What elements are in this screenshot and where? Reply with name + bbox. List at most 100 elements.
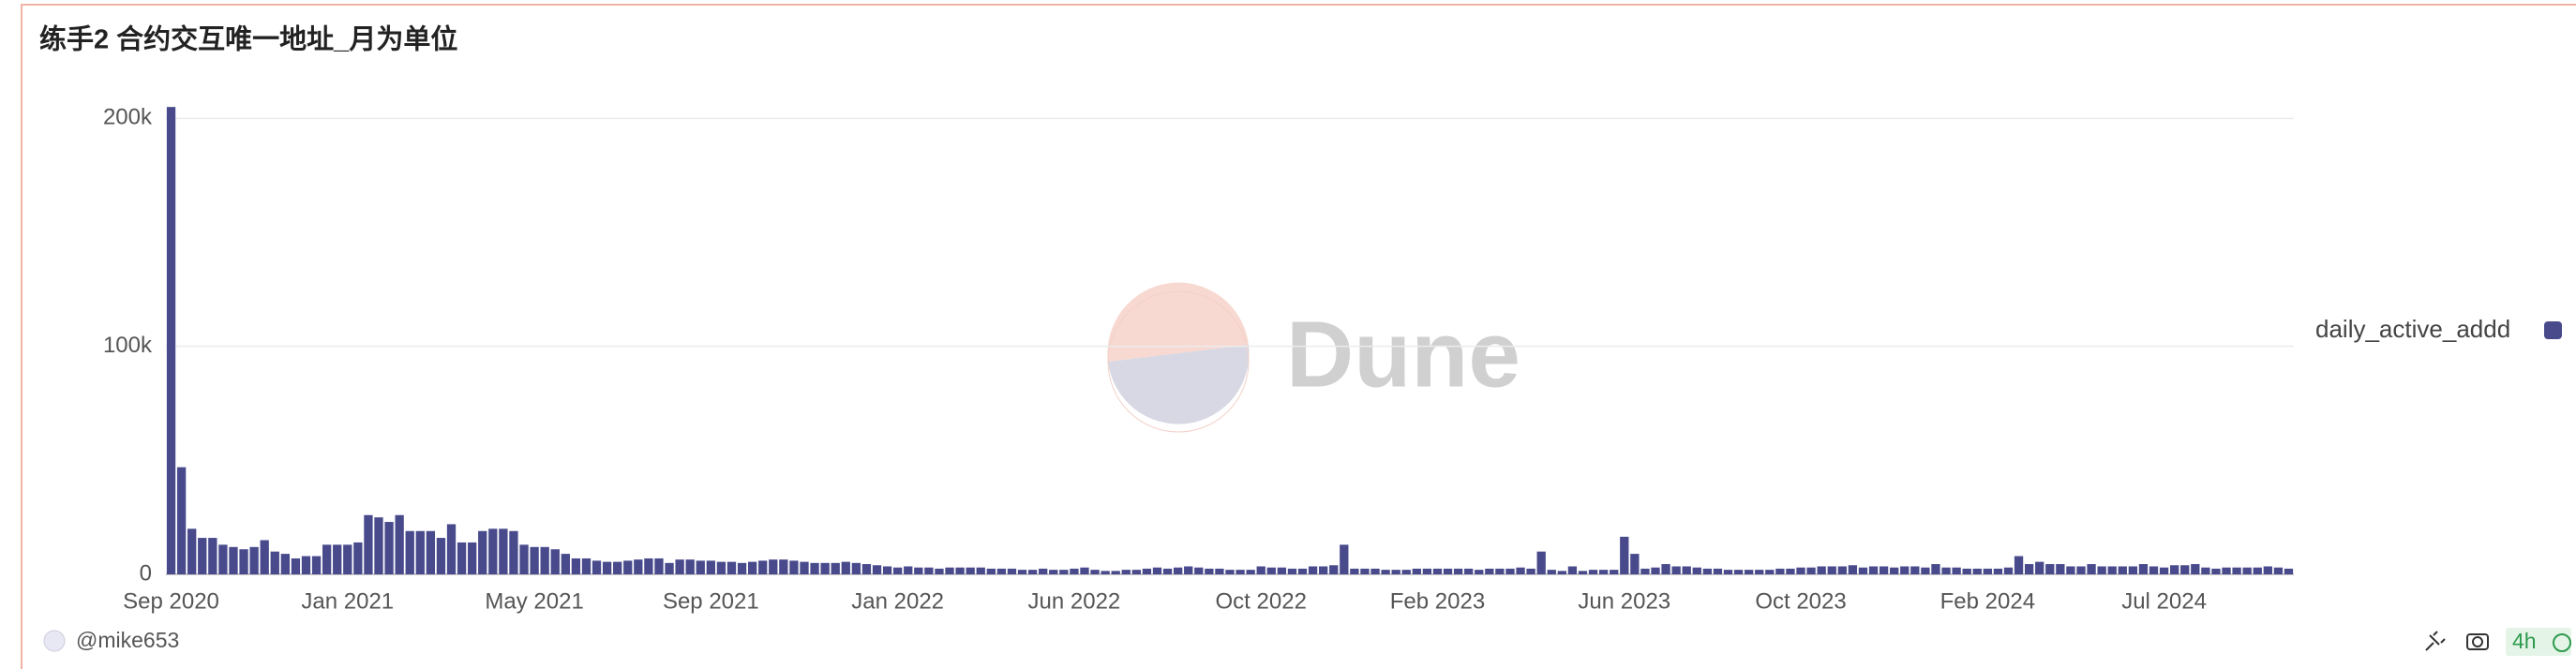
bar — [208, 538, 217, 574]
bar — [2159, 567, 2169, 574]
bar — [1900, 566, 1910, 574]
bar — [1640, 568, 1650, 574]
x-tick-label: Oct 2023 — [1755, 588, 1846, 614]
bar — [758, 560, 768, 574]
bar — [1111, 571, 1120, 574]
bar — [530, 546, 539, 574]
bar — [955, 567, 965, 574]
bar — [405, 530, 414, 574]
bar — [976, 567, 985, 574]
bar — [665, 562, 674, 574]
bar — [1080, 567, 1089, 574]
bar — [499, 528, 508, 574]
bar — [353, 542, 363, 574]
bar — [1806, 567, 1816, 574]
bar — [904, 566, 913, 574]
watermark-logo — [1107, 282, 1250, 433]
icons[interactable] — [2425, 631, 2489, 651]
bar — [1952, 567, 1961, 574]
bar — [2035, 561, 2044, 574]
bar — [1059, 570, 1069, 574]
bar — [509, 530, 518, 574]
bar — [426, 530, 436, 574]
bar — [1485, 568, 1494, 574]
bar — [1391, 570, 1400, 574]
bar — [571, 558, 581, 574]
bar — [488, 528, 498, 574]
author[interactable]: @mike653 — [76, 628, 179, 652]
bar — [706, 560, 715, 574]
bar — [374, 517, 383, 574]
bar — [1557, 571, 1566, 574]
bar — [2118, 566, 2127, 574]
bar — [592, 560, 602, 574]
bar — [644, 558, 653, 574]
bar — [2222, 567, 2231, 574]
bar — [1090, 570, 1100, 574]
bar — [384, 522, 394, 574]
bar — [2024, 564, 2034, 574]
y-tick-label: 200k — [103, 105, 153, 130]
bar — [1682, 566, 1691, 574]
bar — [1277, 567, 1287, 574]
bar — [280, 554, 290, 574]
bar — [291, 558, 301, 574]
bar — [623, 560, 633, 574]
bar — [478, 530, 487, 574]
bar — [1236, 570, 1245, 574]
bar — [1256, 566, 1266, 574]
bar — [1526, 568, 1535, 574]
bar — [675, 559, 684, 574]
bar — [1993, 568, 2003, 574]
bar — [395, 514, 404, 574]
bar — [2191, 564, 2200, 574]
bar — [1412, 568, 1421, 574]
bar — [187, 528, 197, 574]
status-icon — [2553, 633, 2571, 652]
bar — [737, 562, 747, 574]
bar — [1868, 566, 1879, 574]
bar — [1630, 554, 1640, 574]
bar — [602, 561, 612, 574]
bar — [1297, 568, 1308, 574]
x-tick-label: Feb 2024 — [1940, 588, 2035, 614]
bar — [436, 538, 446, 574]
bar — [779, 559, 788, 574]
bar — [1983, 568, 1992, 574]
bar — [1661, 564, 1670, 574]
bar — [2242, 567, 2252, 574]
bar — [1610, 570, 1619, 574]
bar — [1505, 568, 1515, 574]
bar — [2045, 564, 2055, 574]
bar — [1890, 567, 1899, 574]
bar — [1858, 567, 1868, 574]
bar — [446, 524, 457, 574]
y-tick-label: 0 — [140, 560, 152, 586]
bar — [914, 567, 923, 574]
chart-title: 练手2 合约交互唯一地址_月为单位 — [39, 23, 457, 55]
bar — [1049, 570, 1058, 574]
bar — [966, 567, 975, 574]
bar — [239, 549, 248, 574]
bar — [2128, 566, 2138, 574]
bar — [1962, 568, 1971, 574]
bar — [1360, 568, 1370, 574]
bar — [1443, 568, 1453, 574]
bar — [1941, 567, 1951, 574]
bar — [1702, 568, 1713, 574]
bar — [1246, 570, 1255, 574]
bar — [561, 554, 570, 574]
bar — [2087, 564, 2096, 574]
bar — [1007, 568, 1017, 574]
x-tick-label: May 2021 — [485, 588, 583, 614]
bar — [1879, 566, 1889, 574]
bar — [1536, 551, 1546, 574]
legend-label: daily_active_addd — [2315, 315, 2510, 343]
bar — [2284, 568, 2294, 574]
bar — [996, 568, 1007, 574]
bar — [851, 562, 861, 574]
bar — [893, 567, 903, 574]
bar — [1692, 567, 1701, 574]
bar — [2014, 556, 2024, 574]
bar — [1786, 568, 1795, 574]
